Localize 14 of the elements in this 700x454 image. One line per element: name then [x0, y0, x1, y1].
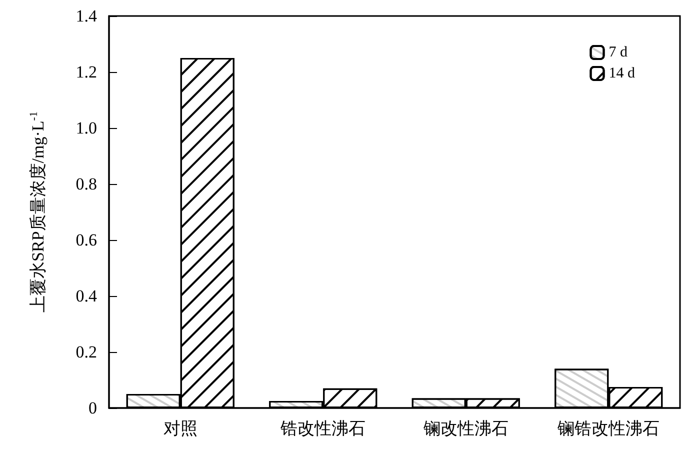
x-tick-label: 镧改性沸石 — [422, 419, 508, 438]
y-tick-label: 0.2 — [76, 342, 97, 362]
x-tick-label: 锆改性沸石 — [280, 419, 366, 438]
y-tick-label: 1.0 — [76, 118, 97, 138]
y-tick-label: 0 — [88, 398, 97, 418]
y-tick-label: 1.4 — [76, 6, 98, 26]
y-tick-label: 0.4 — [76, 286, 98, 306]
y-tick-label: 0.6 — [76, 230, 97, 250]
legend-label: 7 d — [608, 44, 628, 60]
y-tick-label: 1.2 — [76, 62, 97, 82]
y-tick-label: 0.8 — [76, 174, 97, 194]
legend-label: 14 d — [608, 66, 636, 82]
x-tick-label: 镧锆改性沸石 — [556, 419, 660, 438]
x-tick-label: 对照 — [163, 419, 198, 438]
